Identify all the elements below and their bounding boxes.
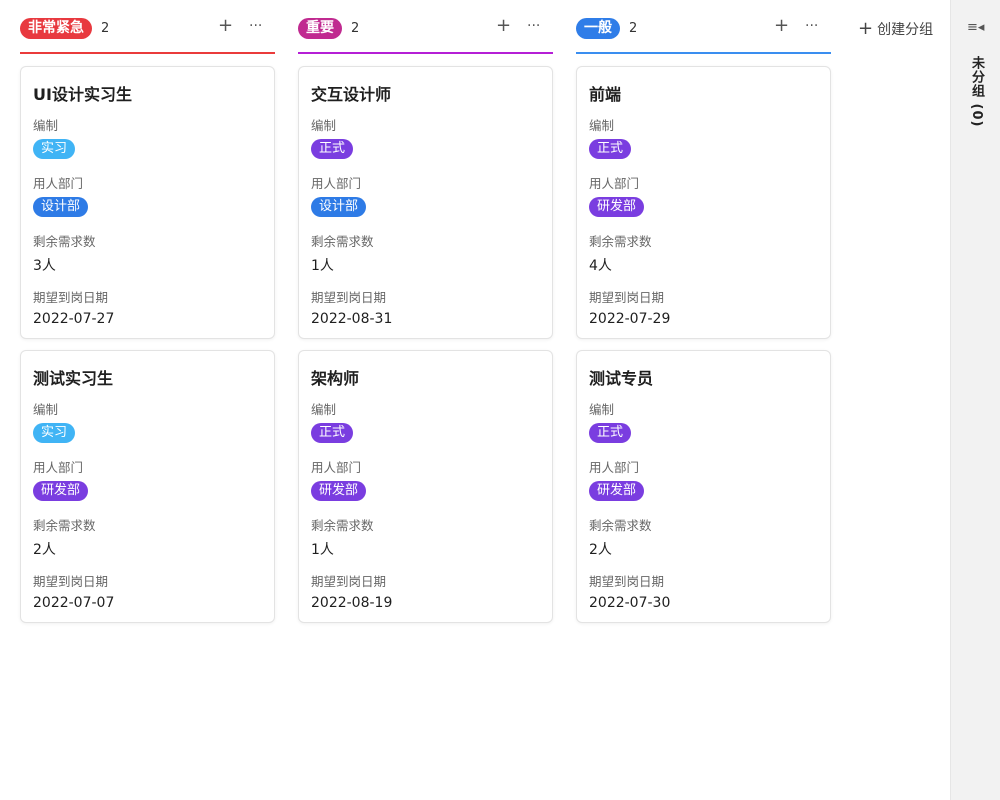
- remain-value: 2人: [33, 542, 56, 558]
- date-value: 2022-08-19: [311, 595, 393, 611]
- field-label: 剩余需求数: [311, 518, 374, 533]
- field-label: 期望到岗日期: [589, 290, 665, 305]
- card-title: UI设计实习生: [33, 85, 132, 104]
- card-title: 前端: [589, 85, 622, 104]
- field-label: 编制: [589, 402, 615, 417]
- column-count: 2: [629, 20, 638, 36]
- column-divider: [20, 52, 275, 54]
- type-tag: 实习: [33, 139, 76, 159]
- dept-tag: 设计部: [33, 197, 89, 217]
- type-tag: 正式: [589, 423, 632, 443]
- field-label: 剩余需求数: [589, 518, 652, 533]
- card-title: 交互设计师: [311, 85, 392, 104]
- field-label: 编制: [311, 402, 337, 417]
- more-icon[interactable]: ···: [805, 18, 819, 34]
- date-value: 2022-08-31: [311, 311, 393, 327]
- field-label: 期望到岗日期: [311, 574, 387, 589]
- ungrouped-label: 未分组 (0): [969, 56, 984, 128]
- date-value: 2022-07-27: [33, 311, 115, 327]
- field-label: 用人部门: [33, 176, 84, 191]
- column-divider: [298, 52, 553, 54]
- field-label: 编制: [33, 402, 59, 417]
- dept-tag: 研发部: [311, 481, 367, 501]
- card-title: 架构师: [311, 369, 360, 388]
- collapse-menu-icon[interactable]: ≡◂: [967, 20, 985, 35]
- field-label: 用人部门: [311, 176, 362, 191]
- field-label: 用人部门: [589, 460, 640, 475]
- type-tag: 正式: [311, 423, 354, 443]
- remain-value: 2人: [589, 542, 612, 558]
- field-label: 期望到岗日期: [311, 290, 387, 305]
- field-label: 用人部门: [589, 176, 640, 191]
- field-label: 用人部门: [33, 460, 84, 475]
- field-label: 剩余需求数: [311, 234, 374, 249]
- field-label: 期望到岗日期: [589, 574, 665, 589]
- field-label: 期望到岗日期: [33, 290, 109, 305]
- job-card[interactable]: UI设计实习生 编制 实习 用人部门 设计部 剩余需求数 3人 期望到岗日期 2…: [20, 66, 275, 339]
- column-count: 2: [101, 20, 110, 36]
- field-label: 编制: [33, 118, 59, 133]
- field-label: 剩余需求数: [33, 518, 96, 533]
- dept-tag: 设计部: [311, 197, 367, 217]
- add-icon[interactable]: +: [774, 15, 790, 36]
- field-label: 剩余需求数: [589, 234, 652, 249]
- add-icon[interactable]: +: [496, 15, 512, 36]
- column-title-badge: 非常紧急: [20, 17, 92, 39]
- ungrouped-panel[interactable]: ≡◂ 未分组 (0): [950, 0, 1000, 800]
- card-title: 测试实习生: [33, 369, 114, 388]
- job-card[interactable]: 前端 编制 正式 用人部门 研发部 剩余需求数 4人 期望到岗日期 2022-0…: [576, 66, 831, 339]
- remain-value: 3人: [33, 258, 56, 274]
- type-tag: 实习: [33, 423, 76, 443]
- type-tag: 正式: [311, 139, 354, 159]
- field-label: 期望到岗日期: [33, 574, 109, 589]
- type-tag: 正式: [589, 139, 632, 159]
- column-count: 2: [351, 20, 360, 36]
- remain-value: 1人: [311, 258, 334, 274]
- field-label: 剩余需求数: [33, 234, 96, 249]
- column-divider: [576, 52, 831, 54]
- dept-tag: 研发部: [589, 197, 645, 217]
- job-card[interactable]: 交互设计师 编制 正式 用人部门 设计部 剩余需求数 1人 期望到岗日期 202…: [298, 66, 553, 339]
- column-title-badge: 一般: [576, 17, 620, 39]
- date-value: 2022-07-07: [33, 595, 115, 611]
- date-value: 2022-07-29: [589, 311, 671, 327]
- more-icon[interactable]: ···: [249, 18, 263, 34]
- dept-tag: 研发部: [33, 481, 89, 501]
- plus-icon: +: [858, 18, 874, 39]
- field-label: 编制: [589, 118, 615, 133]
- remain-value: 4人: [589, 258, 612, 274]
- create-group-button[interactable]: + 创建分组: [858, 18, 934, 39]
- dept-tag: 研发部: [589, 481, 645, 501]
- job-card[interactable]: 架构师 编制 正式 用人部门 研发部 剩余需求数 1人 期望到岗日期 2022-…: [298, 350, 553, 623]
- add-icon[interactable]: +: [218, 15, 234, 36]
- job-card[interactable]: 测试专员 编制 正式 用人部门 研发部 剩余需求数 2人 期望到岗日期 2022…: [576, 350, 831, 623]
- date-value: 2022-07-30: [589, 595, 671, 611]
- remain-value: 1人: [311, 542, 334, 558]
- field-label: 用人部门: [311, 460, 362, 475]
- field-label: 编制: [311, 118, 337, 133]
- column-title-badge: 重要: [298, 17, 342, 39]
- more-icon[interactable]: ···: [527, 18, 541, 34]
- job-card[interactable]: 测试实习生 编制 实习 用人部门 研发部 剩余需求数 2人 期望到岗日期 202…: [20, 350, 275, 623]
- card-title: 测试专员: [589, 369, 654, 388]
